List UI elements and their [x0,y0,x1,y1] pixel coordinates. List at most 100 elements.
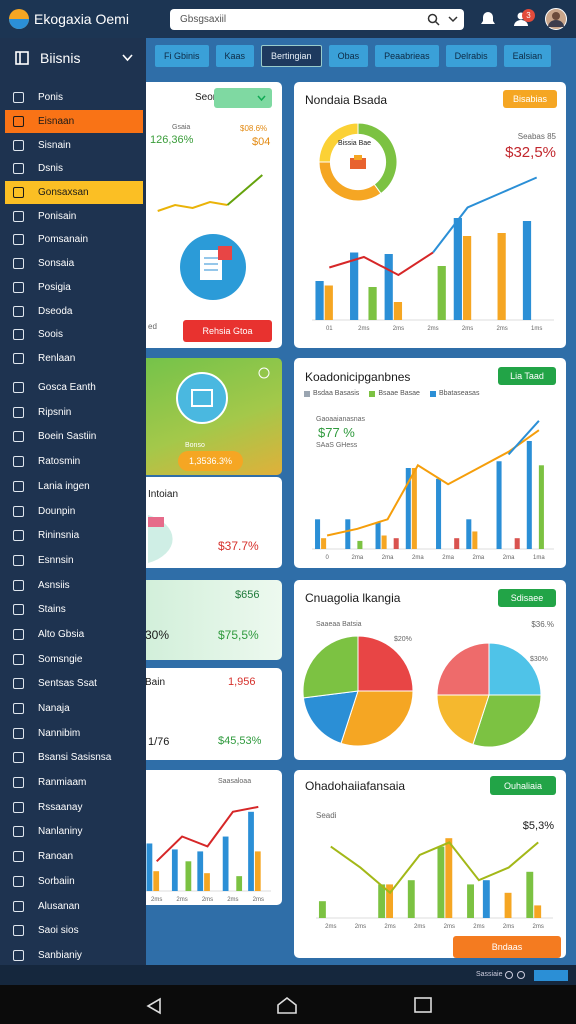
x-tick-label: 2ms [227,897,238,903]
menu-item[interactable]: Boein Sastiin [5,425,143,450]
dropdown[interactable] [214,88,272,108]
app-name: Ekogaxia Oemi [34,11,129,27]
tab[interactable]: Obas [328,45,369,67]
bar [318,901,326,918]
legend-swatch [369,390,376,397]
menu-icon [13,678,24,690]
menu-icon [13,727,24,739]
menu-item[interactable]: Alto Gbsia [5,622,143,647]
top-bar: Ekogaxia Oemi Gbsgsaxiil 3 [0,0,576,38]
menu-item[interactable]: Gonsaxsan [5,180,143,205]
menu-item[interactable]: Nanaja [5,696,143,721]
x-tick-label: 2ma [473,555,485,561]
menu-item[interactable]: Sisnain [5,133,143,157]
menu-icon [13,925,24,937]
stat-value: $45,53% [218,735,262,747]
tab[interactable]: Ealsian [503,45,552,67]
pie-slice [436,694,490,746]
menu-item[interactable]: Eisnaan [5,109,143,134]
stat-label: Seadi [316,811,337,820]
x-tick-label: 2ma [412,555,424,561]
menu-label: Gonsaxsan [38,187,89,199]
x-tick-label: 2ms [533,924,544,930]
card-title: Intoian [148,489,179,500]
menu-item[interactable]: Nanlaniny [5,820,143,845]
x-tick-label: 2ma [352,555,364,561]
menu-item[interactable]: Posigia [5,276,143,300]
menu-item[interactable]: Sorbaiin [5,869,143,894]
chart-label: Saasaloaa [218,778,252,785]
menu-label: Ranmiaam [38,777,87,789]
menu-item[interactable]: Ripsnin [5,400,143,425]
menu-label: Eisnaan [38,116,75,128]
bar [453,218,462,320]
button[interactable]: Sdisaee [498,589,556,607]
legend-swatch [429,390,436,397]
menu-item[interactable]: Ratosmin [5,449,143,474]
illustration [180,234,246,300]
line [432,176,538,254]
stat-value: 1/76 [148,736,170,748]
menu-icon [13,801,24,813]
tab[interactable]: Bertingian [261,45,322,67]
menu-item[interactable]: Gosca Eanth [5,375,143,400]
home-button[interactable] [276,996,298,1014]
menu-item[interactable]: Ponisain [5,204,143,228]
card-title: Bain [145,677,166,688]
menu-item[interactable]: Ponis [5,86,143,110]
info-icon[interactable] [258,367,270,379]
bar [324,285,333,320]
menu-item[interactable]: Rininsnia [5,523,143,548]
menu-item[interactable]: Sanbianiy [5,943,143,965]
pie-slice [488,642,542,696]
menu-item[interactable]: Renlaan [5,347,143,371]
menu-item[interactable]: Soois [5,323,143,347]
card-title: Nondaia Bsada [305,93,388,107]
menu-item[interactable]: Saoi sios [5,918,143,943]
menu-item[interactable]: Sonsaia [5,252,143,276]
combo-chart: 01 2ms 2ms 2ms 2ms 2ms 1ms [312,176,554,332]
tab[interactable]: Fi Gbinis [155,45,209,67]
button[interactable]: Rehsia Gtoa [183,320,272,342]
stat-value: $75,5% [218,628,259,642]
button[interactable]: Bndaas [453,936,561,958]
menu-label: Bsansi Sasisnsa [38,752,112,764]
menu-item[interactable]: Dounpin [5,499,143,524]
stat-value: $656 [235,589,260,601]
menu-item[interactable]: Asnsiis [5,573,143,598]
menu-label: Stains [38,604,66,616]
button[interactable]: Ouhaliaia [490,776,556,795]
menu-item[interactable]: Nannibim [5,721,143,746]
search-box[interactable]: Gbsgsaxiil [170,9,464,30]
menu-item[interactable]: Rssaanay [5,795,143,820]
avatar[interactable] [545,8,567,30]
legend-label: Bbataseasas [438,390,480,397]
menu-label: Sorbaiin [38,875,75,887]
menu-item[interactable]: Sentsas Ssat [5,672,143,697]
recents-button[interactable] [414,997,432,1013]
card: Cnuagolia lkangia Sdisaee Saaeaa Batsia … [294,580,566,760]
tab[interactable]: Delrabis [445,45,497,67]
menu-item[interactable]: Bsansi Sasisnsa [5,746,143,771]
back-button[interactable] [145,997,163,1015]
menu-item[interactable]: Ranmiaam [5,770,143,795]
menu-item[interactable]: Dsnis [5,157,143,181]
button[interactable]: Bisabias [503,90,557,108]
menu-label: Alusanan [38,900,80,912]
notification-icon[interactable] [480,11,496,27]
menu-item[interactable]: Dseoda [5,299,143,323]
tab[interactable]: Peaabrieas [375,45,439,67]
tab[interactable]: Kaas [215,45,255,67]
menu-item[interactable]: Stains [5,597,143,622]
menu-item[interactable]: Alusanan [5,894,143,919]
menu-item[interactable]: Somsngie [5,647,143,672]
button[interactable]: Lia Taad [498,367,556,385]
menu-item[interactable]: Lania ingen [5,474,143,499]
menu-item[interactable]: Ranoan [5,844,143,869]
sidebar-header[interactable]: Biisnis [0,46,146,72]
menu-item[interactable]: Pomsanain [5,228,143,252]
stat-label: $08.6% [240,124,268,133]
menu-icon [13,554,24,566]
x-tick-label: 2ms [473,924,484,930]
menu-item[interactable]: Esnnsin [5,548,143,573]
